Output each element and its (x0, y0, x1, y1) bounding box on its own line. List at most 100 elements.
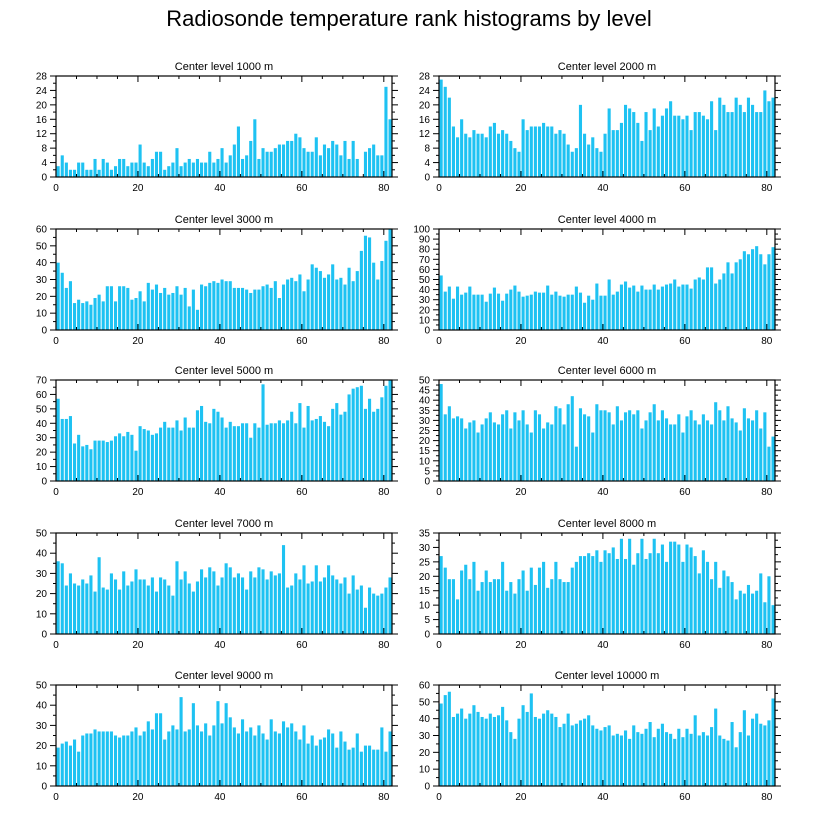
histogram-bar (142, 429, 146, 481)
histogram-bar (705, 735, 710, 786)
histogram-bar (722, 420, 726, 481)
histogram-bar (681, 432, 685, 481)
histogram-bar (331, 733, 335, 786)
histogram-bar (443, 291, 447, 330)
histogram-bar (570, 294, 574, 330)
histogram-bar (138, 579, 142, 634)
x-tick-label: 20 (515, 183, 527, 194)
histogram-bar (68, 169, 72, 177)
histogram-bar (656, 289, 660, 330)
histogram-bar (529, 294, 533, 330)
histogram-bar (677, 414, 681, 481)
histogram-bar (693, 715, 697, 786)
panel-title: Center level 1000 m (175, 61, 273, 73)
histogram-bar (521, 410, 525, 481)
histogram-bar (298, 739, 302, 786)
histogram-bar (89, 449, 93, 481)
histogram-bar (640, 733, 644, 786)
histogram-bar (56, 166, 60, 177)
histogram-bar (611, 547, 615, 634)
x-tick-label: 40 (214, 487, 226, 498)
histogram-bar (726, 740, 730, 786)
histogram-bar (195, 581, 200, 634)
histogram-bar (146, 585, 150, 634)
histogram-bar (607, 279, 611, 330)
histogram-bar (468, 286, 472, 330)
histogram-bar (484, 301, 488, 330)
histogram-bar (64, 741, 68, 786)
histogram-bar (640, 140, 644, 177)
histogram-bar (583, 718, 587, 786)
histogram-bar (81, 579, 85, 634)
histogram-bar (664, 732, 669, 786)
y-tick-label: 30 (36, 721, 48, 732)
histogram-bar (693, 112, 697, 177)
histogram-bar (384, 385, 388, 481)
histogram-bar (376, 749, 380, 786)
histogram-bar (583, 302, 587, 330)
histogram-bar (771, 436, 775, 481)
x-tick-label: 80 (378, 336, 390, 347)
y-tick-label: 10 (419, 765, 431, 776)
histogram-bar (138, 735, 142, 786)
histogram-bar (257, 158, 261, 177)
histogram-bar (681, 119, 685, 177)
histogram-bar (689, 410, 693, 481)
x-tick-label: 60 (679, 792, 691, 803)
histogram-bar (496, 293, 501, 330)
histogram-bar (269, 719, 273, 786)
histogram-bar (388, 229, 392, 330)
histogram-bar (290, 411, 294, 481)
histogram-bar (443, 695, 447, 786)
histogram-bar (191, 591, 195, 634)
histogram-bar (101, 301, 105, 330)
histogram-bar (558, 408, 562, 481)
histogram-bar (212, 281, 216, 330)
histogram-bar (755, 410, 759, 481)
histogram-bar (644, 420, 648, 481)
y-tick-label: 16 (419, 115, 431, 126)
histogram-bar (591, 725, 595, 786)
histogram-bar (212, 408, 216, 481)
histogram-bar (501, 706, 505, 786)
histogram-bar (261, 286, 265, 330)
histogram-bar (496, 133, 501, 177)
histogram-bar (89, 575, 93, 634)
histogram-bar (253, 289, 257, 330)
histogram-bar (376, 155, 380, 177)
y-tick-label: 5 (424, 615, 430, 626)
histogram-bar (359, 250, 363, 330)
y-tick-label: 80 (419, 245, 431, 256)
x-tick-label: 20 (132, 183, 144, 194)
histogram-bar (525, 130, 529, 177)
histogram-bar (261, 733, 265, 786)
histogram-bar (294, 133, 298, 177)
histogram-bar (249, 571, 253, 634)
histogram-bar (755, 112, 759, 177)
histogram-bar (554, 291, 558, 330)
histogram-bar (513, 738, 517, 786)
y-tick-label: 0 (424, 477, 430, 488)
x-tick-label: 0 (436, 792, 442, 803)
histogram-bar (72, 739, 77, 786)
histogram-bar (277, 298, 281, 330)
histogram-bar (697, 277, 701, 330)
histogram-bar (492, 287, 496, 330)
histogram-bar (554, 133, 558, 177)
histogram-bar (372, 593, 376, 634)
histogram-bar (505, 133, 509, 177)
histogram-bar (648, 130, 652, 177)
histogram-bar (113, 301, 118, 330)
histogram-bar (318, 581, 322, 634)
histogram-bar (200, 731, 204, 786)
histogram-bar (384, 587, 388, 634)
histogram-bar (619, 735, 623, 786)
histogram-bar (339, 155, 343, 177)
histogram-bar (611, 735, 615, 786)
y-tick-label: 50 (36, 404, 48, 415)
histogram-bar (347, 593, 351, 634)
histogram-bar (89, 733, 93, 786)
x-tick-label: 80 (378, 487, 390, 498)
histogram-bar (632, 414, 636, 481)
histogram-bar (363, 607, 368, 634)
